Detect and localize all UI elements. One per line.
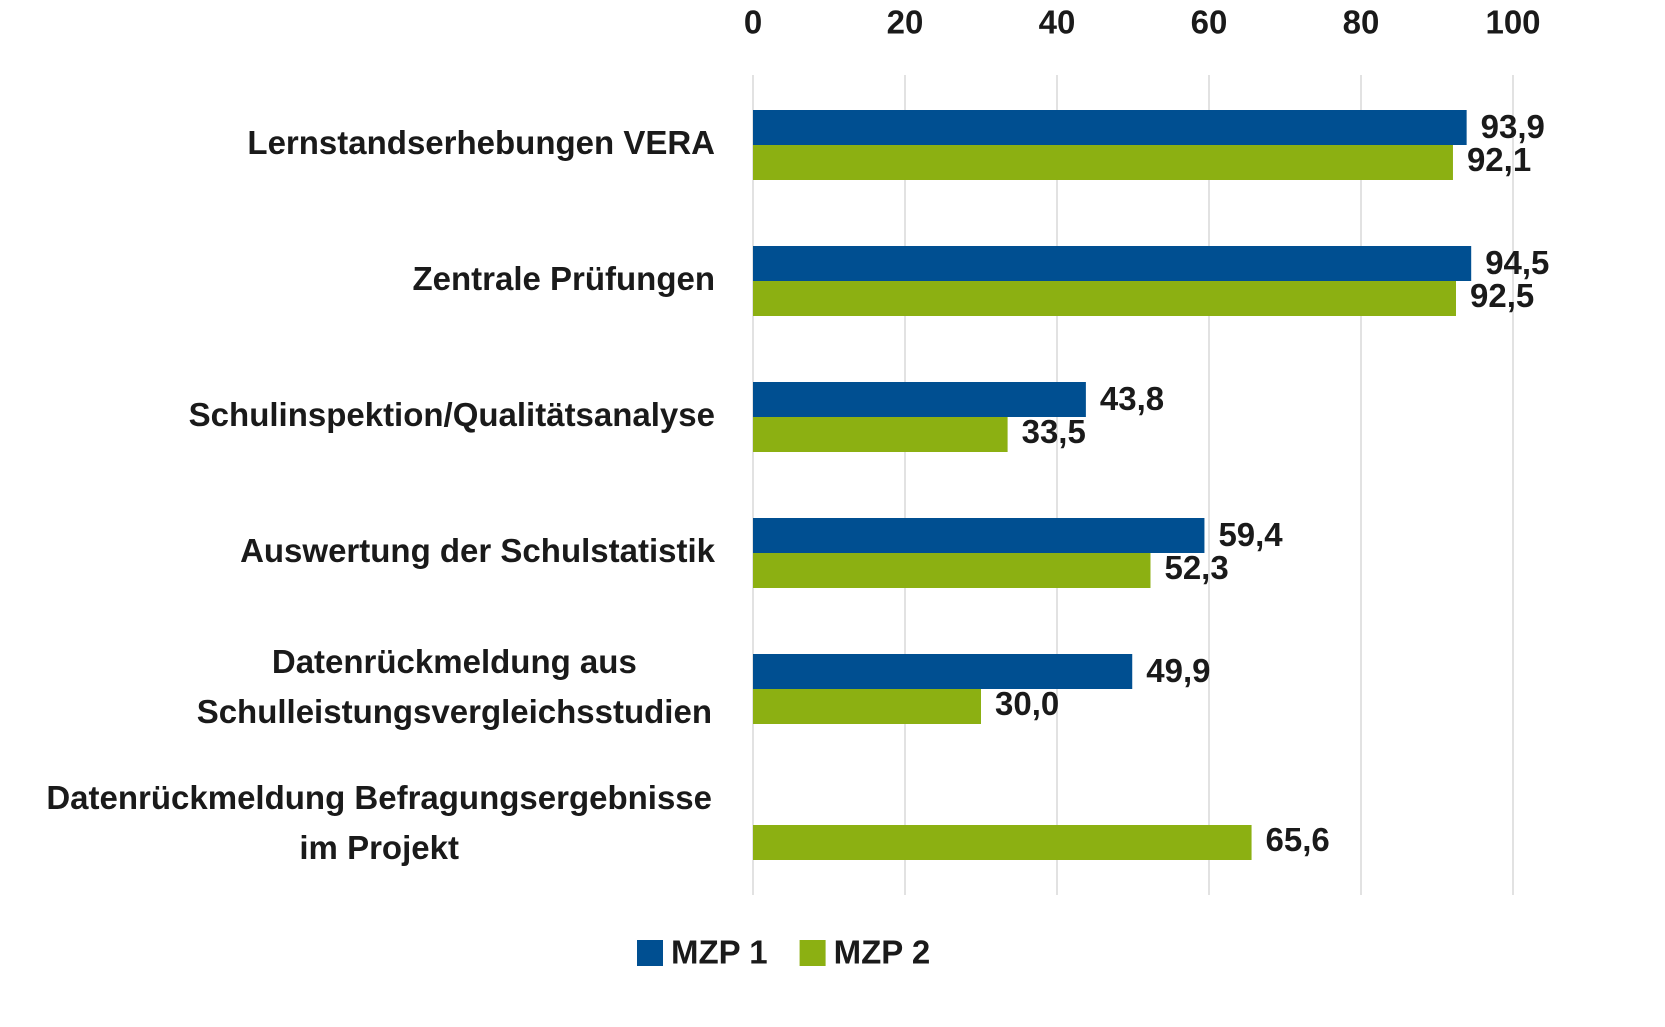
- category-label-line: im Projekt: [299, 829, 459, 866]
- bar: [753, 281, 1456, 316]
- x-tick-label: 20: [887, 4, 924, 41]
- x-tick-label: 80: [1343, 4, 1380, 41]
- category-label: Auswertung der Schulstatistik: [240, 532, 716, 569]
- category-label: Datenrückmeldung Befragungsergebnisse im …: [46, 779, 712, 866]
- category-label: Lernstandserhebungen VERA: [247, 124, 715, 161]
- category-label-line: Zentrale Prüfungen: [412, 260, 715, 297]
- value-label: 52,3: [1164, 549, 1228, 586]
- category-label: Zentrale Prüfungen: [412, 260, 715, 297]
- bar: [753, 382, 1086, 417]
- bar: [753, 553, 1151, 588]
- value-label: 59,4: [1218, 516, 1283, 553]
- bar: [753, 417, 1008, 452]
- x-tick-label: 100: [1485, 4, 1540, 41]
- category-label-line: Datenrückmeldung aus: [272, 643, 637, 680]
- category-label: Datenrückmeldung aus Schulleistungsvergle…: [197, 643, 712, 730]
- value-label: 43,8: [1100, 380, 1164, 417]
- bar: [753, 825, 1252, 860]
- value-label: 33,5: [1022, 413, 1086, 450]
- value-label: 92,1: [1467, 141, 1531, 178]
- bar: [753, 145, 1453, 180]
- value-label: 93,9: [1481, 108, 1545, 145]
- value-label: 30,0: [995, 685, 1059, 722]
- legend-label: MZP 1: [671, 934, 768, 971]
- x-tick-label: 0: [744, 4, 762, 41]
- bar: [753, 110, 1467, 145]
- bar: [753, 518, 1205, 553]
- value-label: 49,9: [1146, 652, 1210, 689]
- bar: [753, 689, 981, 724]
- value-label: 94,5: [1485, 244, 1549, 281]
- category-label-line: Auswertung der Schulstatistik: [240, 532, 716, 569]
- category-label-line: Schulleistungsvergleichsstudien: [197, 693, 712, 730]
- legend-swatch: [799, 940, 826, 966]
- category-label-line: Datenrückmeldung Befragungsergebnisse: [46, 779, 712, 816]
- x-tick-label: 40: [1039, 4, 1076, 41]
- value-label: 65,6: [1266, 821, 1330, 858]
- legend-swatch: [637, 940, 663, 966]
- legend-label: MZP 2: [834, 934, 931, 971]
- category-label: Schulinspektion/Qualitätsanalyse: [189, 396, 715, 433]
- category-label-line: Schulinspektion/Qualitätsanalyse: [189, 396, 715, 433]
- x-tick-label: 60: [1191, 4, 1228, 41]
- value-label: 92,5: [1470, 277, 1534, 314]
- bar: [753, 246, 1472, 281]
- category-label-line: Lernstandserhebungen VERA: [247, 124, 715, 161]
- bar: [753, 654, 1133, 689]
